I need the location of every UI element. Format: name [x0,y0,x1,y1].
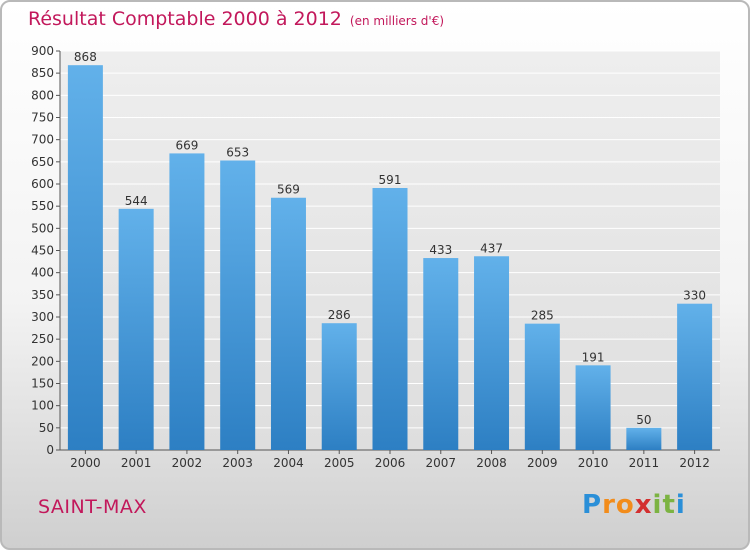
x-tick-label: 2005 [324,456,355,470]
x-tick-label: 2011 [629,456,660,470]
bar [67,65,103,450]
logo-letter: t [662,490,676,520]
x-tick-label: 2012 [679,456,710,470]
bar [118,208,154,450]
chart-title-text: Résultat Comptable 2000 à 2012 [28,8,342,30]
y-tick-label: 650 [31,155,54,169]
logo-letter: P [582,490,603,520]
bar [372,187,408,451]
data-label: 191 [582,350,605,364]
x-tick-label: 2002 [172,456,203,470]
proxiti-logo: Proxiti [582,490,686,520]
logo-letter: o [615,490,635,520]
x-tick-label: 2008 [476,456,507,470]
bar [474,256,510,450]
data-label: 330 [683,289,706,303]
data-label: 433 [429,243,452,257]
x-tick-label: 2003 [222,456,253,470]
data-label: 653 [226,146,249,160]
bar [270,197,306,450]
y-tick-label: 450 [31,244,54,258]
y-tick-label: 100 [31,399,54,413]
bar [220,160,256,450]
x-tick-label: 2006 [375,456,406,470]
data-label: 669 [175,138,198,152]
data-label: 544 [125,194,148,208]
x-tick-label: 2004 [273,456,304,470]
bar [321,323,357,450]
logo-letter: x [634,490,653,520]
data-label: 437 [480,241,503,255]
y-tick-label: 850 [31,66,54,80]
data-label: 868 [74,50,97,64]
bar [575,365,611,450]
bar [524,323,560,450]
x-tick-label: 2009 [527,456,558,470]
data-label: 569 [277,183,300,197]
y-tick-label: 550 [31,199,54,213]
data-label: 286 [328,308,351,322]
y-tick-label: 500 [31,221,54,235]
chart-subtitle: (en milliers d'€) [349,14,445,28]
y-tick-label: 150 [31,377,54,391]
y-tick-label: 700 [31,133,54,147]
x-tick-label: 2010 [578,456,609,470]
y-tick-label: 750 [31,111,54,125]
y-tick-label: 0 [46,443,54,457]
logo-letter: i [675,490,686,520]
bar [626,427,662,450]
logo-letter: i [652,490,663,520]
y-tick-label: 350 [31,288,54,302]
data-label: 50 [636,413,651,427]
data-label: 591 [379,173,402,187]
y-tick-label: 400 [31,266,54,280]
y-tick-label: 900 [31,44,54,58]
y-tick-label: 300 [31,310,54,324]
bar [169,153,205,450]
x-tick-label: 2007 [425,456,456,470]
y-tick-label: 800 [31,88,54,102]
x-tick-label: 2001 [121,456,152,470]
y-tick-label: 50 [39,421,54,435]
bar [423,258,459,450]
bar [677,303,713,450]
x-tick-label: 2000 [70,456,101,470]
y-tick-label: 250 [31,332,54,346]
data-label: 285 [531,309,554,323]
chart-title: Résultat Comptable 2000 à 2012 (en millie… [28,8,444,30]
logo-letter: r [602,490,616,520]
location-name: SAINT-MAX [38,496,147,518]
y-tick-label: 200 [31,354,54,368]
y-tick-label: 600 [31,177,54,191]
